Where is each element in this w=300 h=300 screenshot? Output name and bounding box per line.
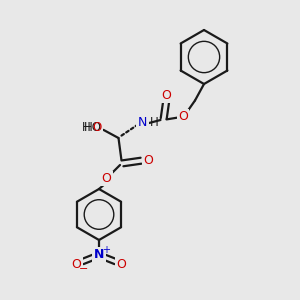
Text: +: + — [102, 244, 110, 255]
Text: O: O — [92, 121, 101, 134]
Text: N: N — [138, 116, 147, 130]
Text: O: O — [102, 172, 111, 185]
Text: O: O — [143, 154, 153, 167]
Text: O: O — [117, 257, 126, 271]
Text: H: H — [149, 116, 158, 130]
Text: O: O — [162, 89, 171, 102]
Text: N: N — [94, 248, 104, 262]
Text: −: − — [78, 264, 88, 274]
Text: HO: HO — [84, 121, 102, 134]
Text: O: O — [72, 257, 81, 271]
Text: O: O — [178, 110, 188, 124]
Text: H: H — [82, 121, 91, 134]
